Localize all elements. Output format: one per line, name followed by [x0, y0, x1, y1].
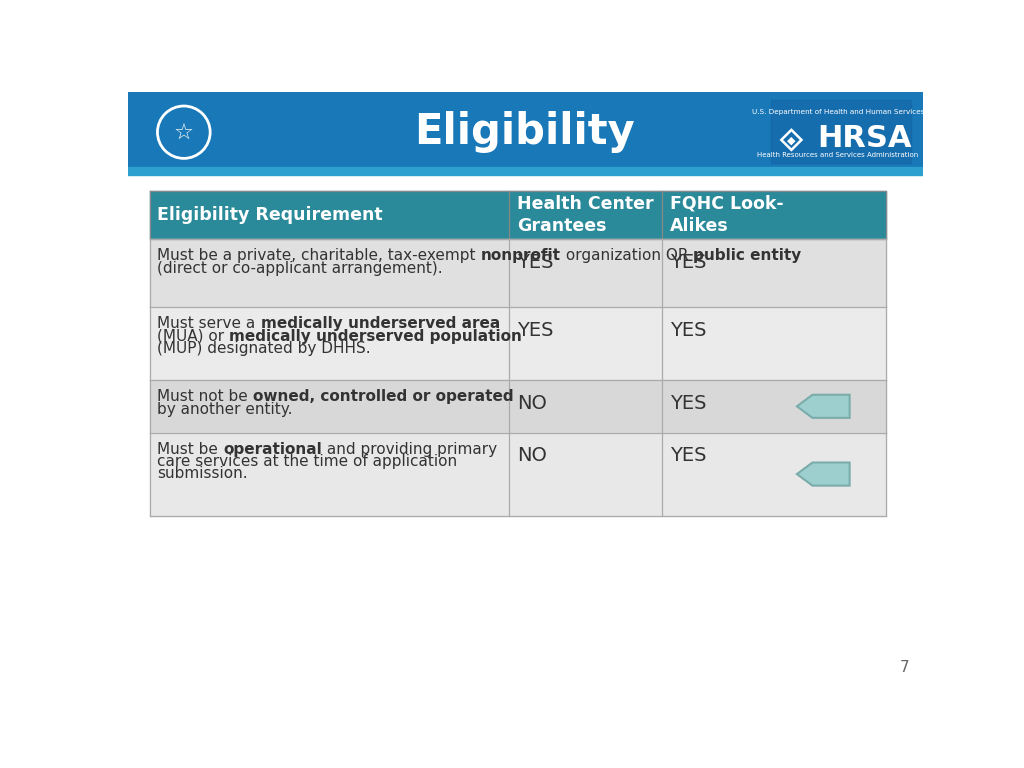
Polygon shape [797, 462, 850, 485]
Text: Must serve a: Must serve a [158, 316, 260, 331]
Text: NO: NO [517, 446, 547, 465]
Text: submission.: submission. [158, 466, 248, 482]
Text: operational: operational [223, 442, 322, 457]
Text: 7: 7 [899, 660, 909, 675]
Text: Must be: Must be [158, 442, 223, 457]
Text: YES: YES [670, 253, 707, 272]
Text: YES: YES [670, 321, 707, 340]
Text: and providing primary: and providing primary [322, 442, 497, 457]
Text: HRSA: HRSA [817, 124, 911, 153]
Text: public entity: public entity [693, 249, 802, 263]
Text: Health Center
Grantees: Health Center Grantees [517, 194, 653, 236]
Text: care services at the time of application: care services at the time of application [158, 454, 458, 469]
Text: ☆: ☆ [174, 124, 194, 144]
Text: NO: NO [517, 394, 547, 413]
Text: Must be a private, charitable, tax-exempt: Must be a private, charitable, tax-exemp… [158, 249, 481, 263]
Text: YES: YES [517, 321, 553, 340]
Text: YES: YES [670, 446, 707, 465]
Text: (direct or co-applicant arrangement).: (direct or co-applicant arrangement). [158, 261, 443, 276]
Polygon shape [797, 395, 850, 418]
Text: organization OR: organization OR [561, 249, 693, 263]
Text: YES: YES [670, 394, 707, 413]
Text: owned, controlled or operated: owned, controlled or operated [253, 389, 514, 405]
Text: YES: YES [517, 253, 553, 272]
Text: (MUP) designated by DHHS.: (MUP) designated by DHHS. [158, 341, 371, 356]
Text: medically underserved population: medically underserved population [229, 329, 522, 343]
Text: FQHC Look-
Alikes: FQHC Look- Alikes [670, 194, 783, 236]
Text: Eligibility Requirement: Eligibility Requirement [158, 206, 383, 224]
Text: (MUA) or: (MUA) or [158, 329, 229, 343]
Text: nonprofit: nonprofit [481, 249, 561, 263]
Text: by another entity.: by another entity. [158, 402, 293, 417]
Text: Must not be: Must not be [158, 389, 253, 405]
Text: ◆: ◆ [787, 136, 796, 146]
Text: Health Resources and Services Administration: Health Resources and Services Administra… [758, 152, 919, 158]
Text: medically underserved area: medically underserved area [260, 316, 500, 331]
Text: U.S. Department of Health and Human Services: U.S. Department of Health and Human Serv… [752, 109, 924, 115]
Text: Eligibility: Eligibility [415, 111, 635, 153]
